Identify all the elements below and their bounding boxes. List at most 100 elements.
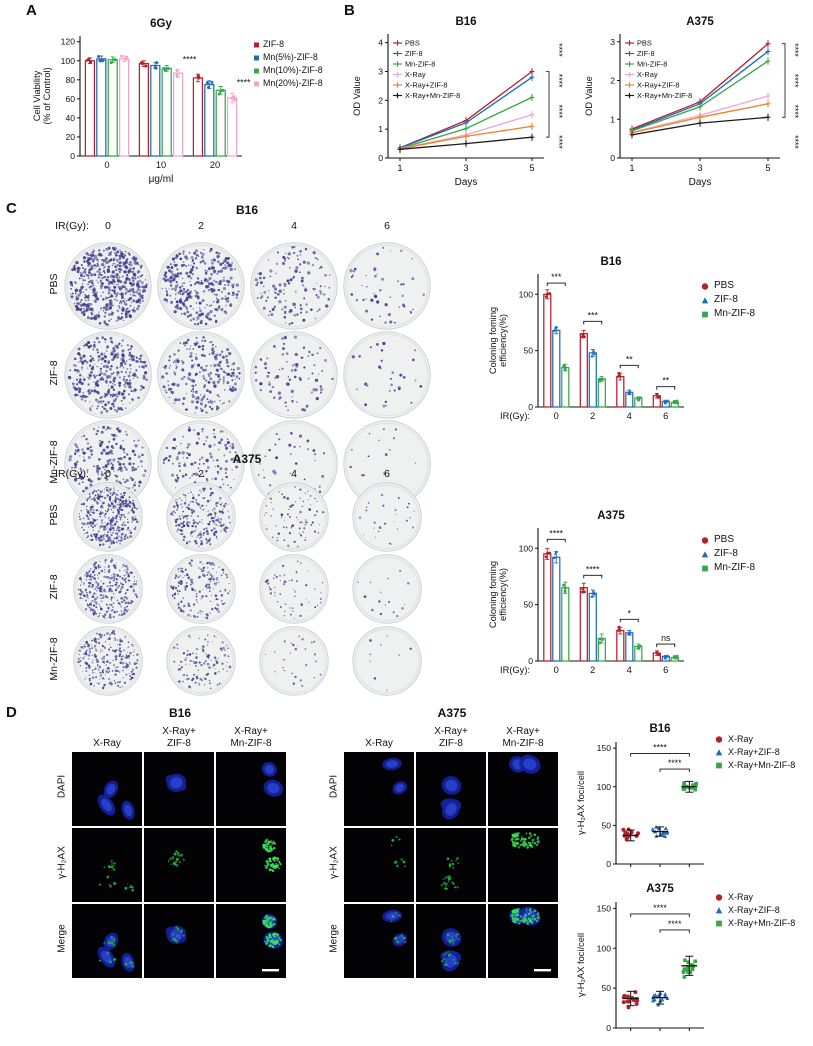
svg-text:150: 150 xyxy=(597,743,612,753)
micro-image xyxy=(416,752,486,826)
colony-dish xyxy=(166,554,236,624)
svg-text:Mn(20%)-ZIF-8: Mn(20%)-ZIF-8 xyxy=(263,78,323,88)
svg-text:6: 6 xyxy=(663,665,668,675)
svg-text:100: 100 xyxy=(519,543,534,553)
legend-label: Mn-ZIF-8 xyxy=(714,308,756,319)
micro-image xyxy=(216,904,286,978)
svg-text:10: 10 xyxy=(156,160,166,170)
legend-item-mn-zif-8: Mn-ZIF-8 xyxy=(700,308,755,319)
a375-foci-scatter-chart: 0 50 100 150 A375 γ-H₂AX foci/cell **** **** xyxy=(570,876,712,1044)
a375-colony-efficiency-chart: 0 50 100 A375 Coloning foming efficiency(%) 0 2… xyxy=(480,496,692,701)
ir-dose: 4 xyxy=(291,220,297,232)
a375-growth-line-chart: 0 1 2 3 A375 OD Value 1 3 5 Days PBS ZIF-8 Mn-ZIF-8 X… xyxy=(578,10,810,202)
legend-label: X-Ray+ZIF-8 xyxy=(728,747,780,757)
svg-text:50: 50 xyxy=(601,820,611,830)
micro-col-label: X-Ray+ ZIF-8 xyxy=(162,726,196,749)
svg-text:0: 0 xyxy=(528,656,533,666)
legend-label: PBS xyxy=(714,534,735,545)
panel-label-c: C xyxy=(6,200,17,217)
svg-text:****: **** xyxy=(237,78,251,88)
micro-image xyxy=(488,752,558,826)
ir-dose: 0 xyxy=(105,468,111,480)
svg-text:Mn-ZIF-8: Mn-ZIF-8 xyxy=(637,60,667,69)
svg-text:*: * xyxy=(628,608,632,618)
colony-row-label: Mn-ZIF-8 xyxy=(48,440,60,484)
svg-text:0: 0 xyxy=(104,160,109,170)
svg-text:3: 3 xyxy=(378,66,383,76)
svg-text:100: 100 xyxy=(519,289,534,299)
colony-dish xyxy=(259,482,329,552)
micro-col-label: X-Ray xyxy=(93,738,121,749)
svg-text:IR(Gy):: IR(Gy): xyxy=(500,411,530,421)
legend-item-zif-8: ZIF-8 xyxy=(700,548,755,559)
svg-text:Cell Viability: Cell Viability xyxy=(32,70,42,121)
colony-title: A375 xyxy=(232,452,262,466)
colony-dish xyxy=(343,242,431,330)
legend-label: Mn-ZIF-8 xyxy=(714,562,756,573)
svg-text:40: 40 xyxy=(65,113,75,123)
svg-text:100: 100 xyxy=(61,56,76,66)
svg-text:****: **** xyxy=(183,55,197,65)
colony-dish xyxy=(157,331,245,419)
colony-dish xyxy=(250,420,338,508)
ir-label: IR(Gy): xyxy=(55,468,89,480)
svg-text:****: **** xyxy=(653,743,667,753)
micro-row-label: DAPI xyxy=(328,774,340,799)
svg-text:4: 4 xyxy=(627,665,632,675)
svg-text:A375: A375 xyxy=(646,883,674,895)
svg-text:****: **** xyxy=(790,43,800,57)
svg-text:ZIF-8: ZIF-8 xyxy=(637,49,655,58)
svg-text:1: 1 xyxy=(378,124,383,134)
micro-image xyxy=(72,904,142,978)
svg-text:X-Ray: X-Ray xyxy=(405,70,426,79)
colony-row-label: PBS xyxy=(48,273,60,295)
svg-text:****: **** xyxy=(554,135,564,149)
b16-colony-efficiency-chart: 0 50 100 B16 Coloning foming efficiency(%) 0 2 4… xyxy=(480,242,692,447)
micro-col-label: X-Ray+ ZIF-8 xyxy=(434,726,468,749)
micro-image xyxy=(144,828,214,902)
svg-text:A375: A375 xyxy=(686,16,714,28)
legend-label: ZIF-8 xyxy=(714,548,738,559)
svg-text:****: **** xyxy=(586,564,600,574)
svg-text:150: 150 xyxy=(597,903,612,913)
colony-dish xyxy=(157,420,245,508)
micro-image xyxy=(344,904,414,978)
micro-col-label: X-Ray xyxy=(365,738,393,749)
panel-label-d: D xyxy=(6,704,17,721)
ir-dose: 0 xyxy=(105,220,111,232)
svg-text:5: 5 xyxy=(765,163,770,173)
svg-text:100: 100 xyxy=(597,782,612,792)
micro-title: A375 xyxy=(437,706,467,720)
colony-dish xyxy=(166,626,236,696)
svg-text:0: 0 xyxy=(554,411,559,421)
svg-text:80: 80 xyxy=(65,75,75,85)
b16-growth-line-chart: 0 1 2 3 4 B16 OD Value 1 3 5 Days PBS ZIF-8 Mn-ZIF-8 X… xyxy=(346,10,574,202)
svg-text:****: **** xyxy=(790,74,800,88)
svg-text:efficiency(%): efficiency(%) xyxy=(498,314,508,367)
svg-text:(% of Control): (% of Control) xyxy=(42,67,52,124)
colony-dish xyxy=(73,554,143,624)
svg-text:X-Ray+Mn-ZIF-8: X-Ray+Mn-ZIF-8 xyxy=(405,91,460,100)
svg-text:4: 4 xyxy=(378,38,383,48)
svg-text:**: ** xyxy=(662,376,669,386)
micro-row-label: DAPI xyxy=(56,774,68,799)
colony-dish xyxy=(73,626,143,696)
svg-text:**: ** xyxy=(626,354,633,364)
ir-dose: 4 xyxy=(291,468,297,480)
ir-label: IR(Gy): xyxy=(55,220,89,232)
svg-text:2: 2 xyxy=(590,411,595,421)
micro-image xyxy=(72,752,142,826)
panel-label-b: B xyxy=(344,2,355,19)
svg-text:A375: A375 xyxy=(597,510,625,522)
svg-text:B16: B16 xyxy=(455,16,476,28)
svg-text:X-Ray: X-Ray xyxy=(637,70,658,79)
colony-dish xyxy=(250,331,338,419)
svg-text:0: 0 xyxy=(378,153,383,163)
legend-label: ZIF-8 xyxy=(714,294,738,305)
svg-text:X-Ray+ZIF-8: X-Ray+ZIF-8 xyxy=(405,81,448,90)
svg-text:0: 0 xyxy=(70,151,75,161)
svg-text:Coloning foming: Coloning foming xyxy=(488,561,498,628)
b16-foci-scatter-chart: 0 50 100 150 B16 γ-H₂AX foci/cell **** **** xyxy=(570,716,712,880)
svg-text:Mn(5%)-ZIF-8: Mn(5%)-ZIF-8 xyxy=(263,52,318,62)
micro-image xyxy=(144,752,214,826)
